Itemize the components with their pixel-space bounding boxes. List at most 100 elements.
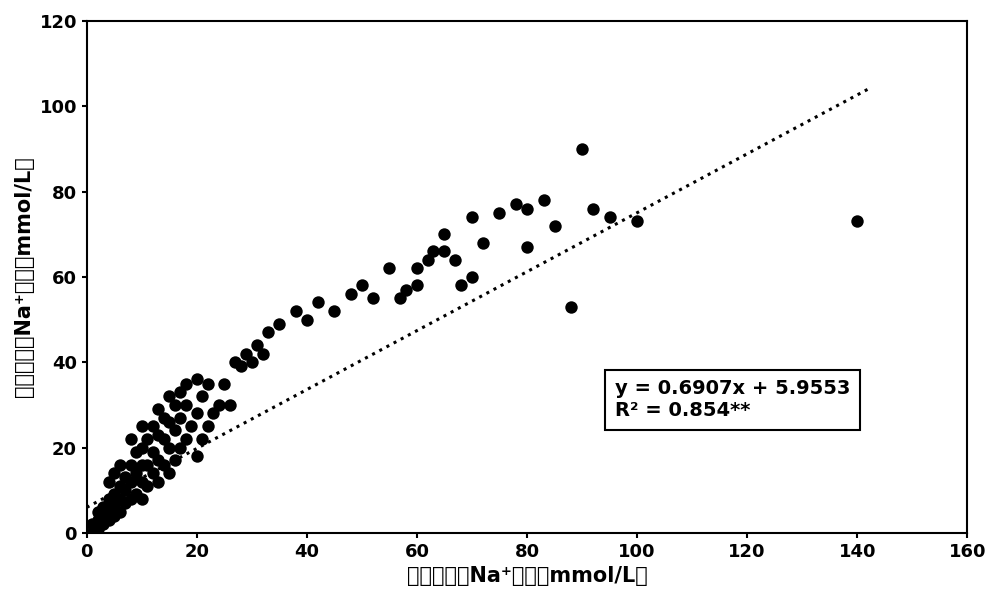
Point (392, 293, 408, 303)
Point (101, 515, 117, 525)
Point (134, 421, 150, 431)
Point (447, 255, 463, 265)
Point (183, 421, 199, 431)
Point (123, 477, 139, 487)
Point (271, 319, 287, 329)
Point (260, 328, 276, 337)
Point (95, 520, 111, 529)
Point (167, 425, 183, 435)
Point (112, 507, 128, 517)
Point (161, 417, 177, 427)
Point (134, 443, 150, 452)
Point (233, 362, 249, 371)
Point (117, 485, 133, 495)
Point (178, 379, 194, 388)
Point (172, 443, 188, 452)
Point (117, 498, 133, 508)
Point (90, 515, 106, 525)
Point (200, 379, 216, 388)
Point (145, 469, 161, 478)
Point (145, 447, 161, 457)
Point (134, 477, 150, 487)
Point (222, 400, 238, 410)
Point (536, 195, 552, 205)
Point (150, 404, 166, 414)
Point (194, 434, 210, 444)
Point (547, 221, 563, 230)
Point (249, 340, 265, 350)
Point (381, 263, 397, 273)
Point (365, 293, 381, 303)
Point (101, 477, 117, 487)
Point (156, 413, 172, 422)
Point (519, 242, 535, 252)
Point (167, 455, 183, 465)
Y-axis label: 预测可溶性Na⁺含量（mmol/L）: 预测可溶性Na⁺含量（mmol/L） (14, 157, 34, 397)
Point (508, 200, 524, 209)
Point (172, 387, 188, 397)
Point (563, 302, 579, 311)
Point (101, 494, 117, 503)
Point (194, 392, 210, 401)
Point (128, 447, 144, 457)
Point (464, 272, 480, 281)
Point (106, 490, 122, 499)
Point (172, 413, 188, 422)
Point (139, 481, 155, 491)
Point (139, 434, 155, 444)
Point (244, 358, 260, 367)
Point (123, 494, 139, 503)
Point (238, 349, 254, 358)
Point (150, 430, 166, 440)
Point (629, 217, 645, 226)
Point (398, 285, 414, 295)
Point (145, 421, 161, 431)
Point (161, 469, 177, 478)
Point (299, 315, 315, 325)
Point (216, 379, 232, 388)
Point (453, 281, 469, 290)
Point (436, 229, 452, 239)
Point (519, 204, 535, 214)
Point (602, 212, 618, 222)
Point (425, 247, 441, 256)
Point (161, 392, 177, 401)
Point (134, 460, 150, 469)
Point (475, 238, 491, 248)
Point (255, 349, 271, 358)
Point (354, 281, 370, 290)
Point (128, 469, 144, 478)
Point (574, 144, 590, 154)
Point (101, 507, 117, 517)
Point (189, 409, 205, 418)
Point (288, 306, 304, 316)
Point (409, 263, 425, 273)
Point (343, 289, 359, 299)
Point (150, 455, 166, 465)
Point (205, 409, 221, 418)
Point (112, 481, 128, 491)
Point (106, 511, 122, 521)
Point (95, 502, 111, 512)
Point (200, 421, 216, 431)
Point (161, 443, 177, 452)
Point (156, 460, 172, 469)
Point (491, 208, 507, 218)
Point (106, 502, 122, 512)
Point (90, 507, 106, 517)
Text: y = 0.6907x + 5.9553
R² = 0.854**: y = 0.6907x + 5.9553 R² = 0.854** (615, 379, 850, 420)
Point (310, 298, 326, 307)
Point (167, 400, 183, 410)
Point (227, 358, 243, 367)
Point (326, 306, 342, 316)
Point (84, 520, 100, 529)
Point (112, 494, 128, 503)
Point (128, 490, 144, 499)
Point (123, 460, 139, 469)
Point (420, 255, 436, 265)
Point (436, 247, 452, 256)
Point (464, 212, 480, 222)
Point (90, 524, 106, 533)
Point (156, 434, 172, 444)
Point (84, 528, 100, 538)
